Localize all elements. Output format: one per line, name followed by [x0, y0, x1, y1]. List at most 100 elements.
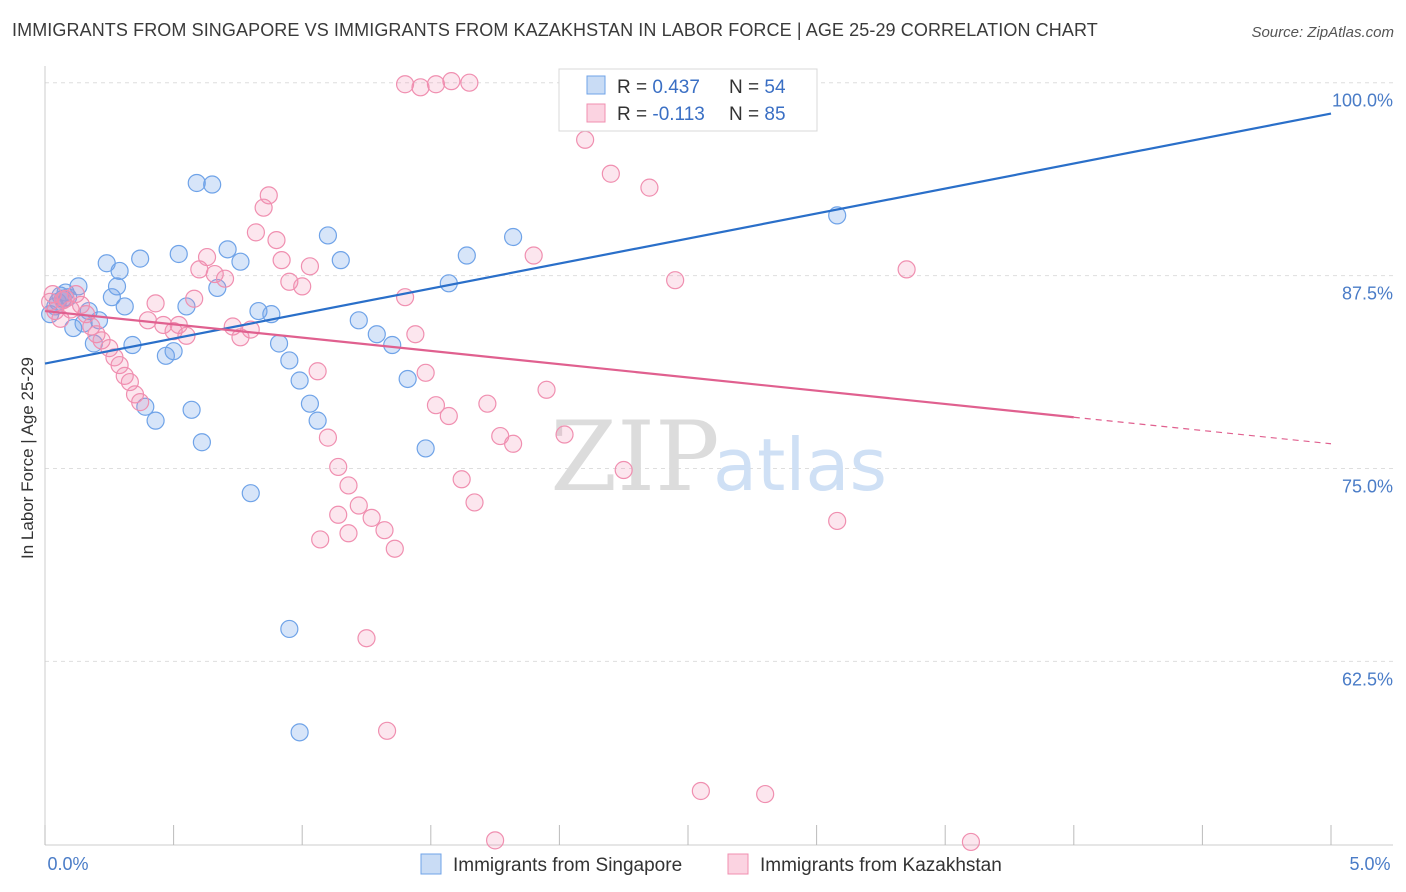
- kazakhstan-point-19: [131, 393, 150, 412]
- watermark-zip: ZIP: [550, 401, 719, 513]
- kazakhstan-point-40: [293, 277, 312, 296]
- kazakhstan-point-71: [601, 164, 620, 183]
- singapore-point-32: [231, 252, 250, 271]
- singapore-point-51: [280, 619, 299, 639]
- singapore-point-35: [269, 334, 289, 353]
- kazakhstan-point-7: [66, 285, 85, 304]
- singapore-point-49: [504, 227, 523, 247]
- x-tick-label-left: 0.0%: [47, 854, 88, 874]
- legend-item-kazakhstan-swatch: [727, 853, 749, 875]
- kazakhstan-point-21: [146, 294, 165, 313]
- watermark-atlas: atlas: [713, 423, 887, 507]
- singapore-point-27: [187, 173, 206, 193]
- kazakhstan-point-36: [259, 186, 278, 205]
- singapore-point-28: [192, 433, 211, 452]
- singapore-point-24: [169, 244, 188, 264]
- kazakhstan-point-30: [215, 269, 235, 288]
- kazakhstan-point-80: [666, 271, 685, 290]
- kazakhstan-point-42: [308, 362, 327, 381]
- kazakhstan-point-5: [56, 289, 75, 308]
- kazakhstan-point-63: [357, 629, 376, 648]
- singapore-point-26: [182, 400, 201, 419]
- y-tick-labels: 100.0% 87.5% 75.0% 62.5%: [1332, 91, 1393, 690]
- trend-line-1: [44, 309, 1074, 419]
- singapore-point-17: [115, 297, 134, 316]
- kazakhstan-point-44: [329, 457, 348, 477]
- singapore-point-19: [131, 249, 150, 268]
- kazakhstan-point-50: [395, 288, 415, 307]
- kazakhstan-point-64: [377, 721, 397, 740]
- singapore-point-31: [218, 240, 237, 259]
- kazakhstan-point-70: [576, 130, 595, 149]
- singapore-point-38: [300, 394, 320, 413]
- legend-row-blue: R = 0.437: [617, 77, 700, 98]
- singapore-points: [41, 173, 847, 742]
- singapore-point-48: [457, 246, 476, 265]
- legend-n-blue: N = 54: [729, 77, 786, 98]
- singapore-point-45: [398, 369, 417, 389]
- kazakhstan-point-66: [411, 78, 430, 97]
- chart-title: IMMIGRANTS FROM SINGAPORE VS IMMIGRANTS …: [12, 20, 1098, 40]
- singapore-point-14: [102, 288, 121, 307]
- kazakhstan-point-59: [504, 434, 523, 453]
- y-tick-label-1: 87.5%: [1342, 284, 1393, 304]
- trend-lines: [44, 112, 1332, 445]
- legend-n-pink: N = 85: [729, 104, 786, 125]
- kazakhstan-point-60: [311, 530, 330, 549]
- singapore-point-46: [416, 439, 435, 458]
- y-tick-label-3: 62.5%: [1342, 669, 1393, 689]
- kazakhstan-point-77: [691, 781, 710, 801]
- kazakhstan-point-61: [329, 505, 348, 524]
- kazakhstan-point-48: [375, 521, 394, 540]
- gridlines: [45, 82, 1393, 662]
- singapore-point-37: [290, 371, 309, 390]
- singapore-point-36: [280, 351, 299, 370]
- singapore-point-21: [146, 411, 165, 430]
- kazakhstan-point-83: [961, 832, 981, 852]
- kazakhstan-point-69: [460, 73, 479, 92]
- legend-item-kazakhstan-label: Immigrants from Kazakhstan: [760, 855, 1002, 876]
- legend-item-singapore-label: Immigrants from Singapore: [453, 855, 682, 876]
- kazakhstan-point-74: [537, 380, 556, 399]
- singapore-point-50: [241, 484, 260, 503]
- watermark: ZIP atlas: [550, 401, 887, 513]
- x-tick-label-right: 5.0%: [1349, 854, 1390, 874]
- kazakhstan-point-8: [71, 295, 91, 315]
- kazakhstan-point-26: [185, 289, 204, 308]
- kazakhstan-point-52: [416, 363, 435, 382]
- kazakhstan-point-3: [51, 309, 70, 328]
- kazakhstan-point-56: [465, 493, 484, 512]
- kazakhstan-point-81: [828, 511, 847, 531]
- y-tick-label-2: 75.0%: [1342, 476, 1393, 496]
- kazakhstan-point-29: [205, 264, 224, 284]
- legend-row-pink: R = -0.113: [617, 104, 705, 125]
- singapore-point-16: [110, 261, 129, 281]
- kazakhstan-point-45: [339, 476, 358, 495]
- kazakhstan-point-41: [300, 257, 320, 276]
- kazakhstan-point-57: [478, 394, 497, 413]
- kazakhstan-point-12: [92, 331, 111, 350]
- kazakhstan-point-67: [426, 75, 446, 94]
- legend-swatch-pink: [586, 103, 606, 123]
- y-tick-label-0: 100.0%: [1332, 91, 1393, 111]
- kazakhstan-point-43: [318, 428, 338, 447]
- singapore-point-52: [290, 723, 309, 742]
- singapore-point-42: [349, 311, 368, 330]
- series-legend: Immigrants from Singapore Immigrants fro…: [420, 853, 1002, 876]
- singapore-point-39: [308, 411, 327, 430]
- kazakhstan-point-73: [524, 246, 543, 265]
- singapore-point-25: [177, 297, 196, 316]
- kazakhstan-point-78: [486, 831, 505, 850]
- kazakhstan-point-15: [110, 355, 129, 375]
- singapore-point-29: [203, 175, 222, 194]
- y-axis-title: In Labor Force | Age 25-29: [18, 357, 37, 559]
- singapore-point-30: [208, 278, 227, 298]
- singapore-point-44: [383, 335, 402, 355]
- kazakhstan-point-79: [756, 784, 775, 804]
- trend-line-1-extension: [1073, 416, 1332, 445]
- legend-swatch-blue: [586, 75, 606, 95]
- kazakhstan-point-28: [197, 247, 217, 267]
- kazakhstan-point-47: [362, 508, 381, 527]
- chart-source: Source: ZipAtlas.com: [1251, 24, 1394, 41]
